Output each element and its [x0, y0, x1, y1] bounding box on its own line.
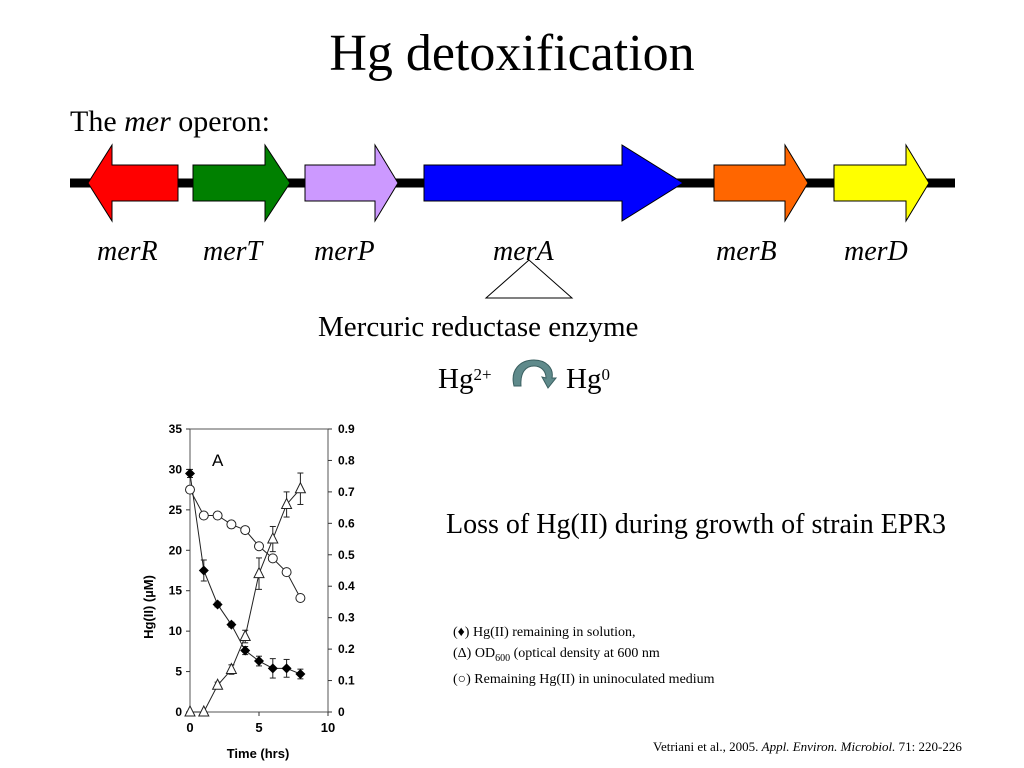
legend-item-triangle: (Δ) OD600 (optical density at 600 nm — [453, 643, 715, 669]
data-point-diamond — [226, 619, 237, 630]
data-point-circle — [198, 510, 209, 521]
data-point-diamond — [185, 468, 195, 479]
x-tick-label: 10 — [321, 720, 335, 735]
product-charge: 0 — [601, 365, 610, 384]
data-point-circle — [185, 484, 195, 495]
y-left-tick-label: 5 — [175, 665, 182, 679]
data-point-circle — [240, 525, 251, 536]
data-point-diamond — [212, 599, 223, 610]
gene-label-merP: merP — [314, 236, 375, 267]
y-right-tick-label: 0.1 — [338, 674, 355, 688]
y-left-tick-label: 15 — [169, 584, 183, 598]
hg-loss-chart: 0 5 100510152025303500.10.20.30.40.50.60.7… — [141, 422, 355, 761]
legend-item-triangle-post: (optical density at 600 nm — [510, 646, 660, 661]
operon-label-suffix: operon: — [170, 105, 270, 138]
page-title: Hg detoxification — [329, 25, 695, 82]
data-point-diamond — [240, 645, 251, 656]
data-point-circle — [226, 519, 237, 530]
operon-label: The mer operon: — [70, 104, 270, 140]
data-point-circle — [267, 553, 278, 564]
y-right-tick-label: 0.3 — [338, 611, 355, 625]
data-point-triangle — [266, 531, 279, 544]
operon-label-italic: mer — [124, 105, 171, 138]
chart-description: Loss of Hg(II) during growth of strain E… — [446, 509, 947, 540]
reactant-label: Hg2+ — [438, 362, 492, 396]
mera-expansion-triangle — [484, 259, 574, 299]
y-right-tick-label: 0.9 — [338, 422, 355, 436]
gene-arrow-merD — [833, 143, 930, 223]
gene-arrow-merP — [304, 143, 399, 223]
data-point-triangle — [253, 566, 265, 579]
panel-label: A — [212, 451, 224, 470]
gene-label-merT: merT — [203, 236, 263, 267]
citation-journal: Appl. Environ. Microbiol. — [761, 739, 896, 754]
data-point-diamond — [281, 663, 292, 674]
y-right-tick-label: 0.5 — [338, 548, 355, 562]
y-right-tick-label: 0.7 — [338, 485, 355, 499]
gene-arrow-merA — [423, 144, 684, 222]
x-tick-label: 0 — [186, 720, 193, 735]
y-right-tick-label: 0.8 — [338, 453, 355, 467]
data-point-triangle — [197, 704, 210, 717]
data-point-circle — [254, 541, 264, 552]
x-axis-label: Time (hrs) — [227, 746, 290, 761]
data-point-triangle — [211, 678, 224, 690]
reactant-symbol: Hg — [438, 363, 474, 395]
data-point-circle — [212, 510, 223, 521]
data-point-circle — [281, 567, 292, 578]
data-point-triangle — [280, 497, 293, 509]
gene-label-merA: merA — [493, 236, 554, 267]
legend-item-triangle-pre: (Δ) OD — [453, 646, 496, 661]
legend-item-triangle-sub: 600 — [495, 652, 511, 664]
enzyme-label: Mercuric reductase enzyme — [318, 311, 639, 343]
data-point-diamond — [254, 656, 264, 667]
data-point-triangle — [239, 629, 252, 642]
y-left-tick-label: 20 — [169, 543, 183, 557]
y-right-tick-label: 0.6 — [338, 516, 355, 530]
y-left-tick-label: 35 — [169, 422, 183, 436]
gene-label-merR: merR — [97, 236, 158, 267]
citation-volume: 71: 220-226 — [895, 739, 962, 754]
gene-label-merB: merB — [716, 236, 777, 267]
operon-diagram — [70, 143, 955, 299]
data-point-triangle — [184, 704, 196, 717]
data-point-diamond — [267, 663, 278, 674]
series-line-triangle — [190, 488, 301, 713]
reactant-charge: 2+ — [473, 365, 492, 384]
citation: Vetriani et al., 2005. Appl. Environ. Mi… — [653, 738, 962, 756]
data-point-diamond — [198, 565, 209, 576]
gene-label-merD: merD — [844, 236, 908, 267]
x-tick-label: 5 — [255, 720, 262, 735]
gene-arrow-merB — [713, 143, 809, 223]
y-left-tick-label: 30 — [169, 462, 183, 476]
operon-label-prefix: The — [70, 105, 125, 138]
product-label: Hg0 — [566, 362, 610, 396]
data-point-diamond — [295, 668, 306, 679]
reaction-arrow-icon — [512, 359, 558, 389]
chart-legend: (♦) Hg(II) remaining in solution, (Δ) OD… — [453, 622, 715, 690]
legend-item-diamond: (♦) Hg(II) remaining in solution, — [453, 625, 636, 640]
gene-arrow-merR — [87, 143, 179, 223]
y-left-tick-label: 25 — [169, 503, 183, 517]
y-left-tick-label: 0 — [175, 705, 182, 719]
legend-item-circle: (○) Remaining Hg(II) in uninoculated med… — [453, 671, 715, 687]
product-symbol: Hg — [566, 363, 602, 395]
y-axis-left-label: Hg(II) (µM) — [141, 575, 156, 639]
data-point-circle — [295, 592, 306, 603]
data-point-triangle — [225, 662, 238, 675]
y-left-tick-label: 10 — [169, 624, 183, 638]
y-right-tick-label: 0.4 — [338, 579, 355, 593]
y-right-tick-label: 0 — [338, 705, 345, 719]
gene-arrow-merT — [192, 143, 291, 223]
data-point-triangle — [294, 481, 307, 494]
citation-authors: Vetriani et al., 2005. — [653, 739, 762, 754]
y-right-tick-label: 0.2 — [338, 642, 355, 656]
